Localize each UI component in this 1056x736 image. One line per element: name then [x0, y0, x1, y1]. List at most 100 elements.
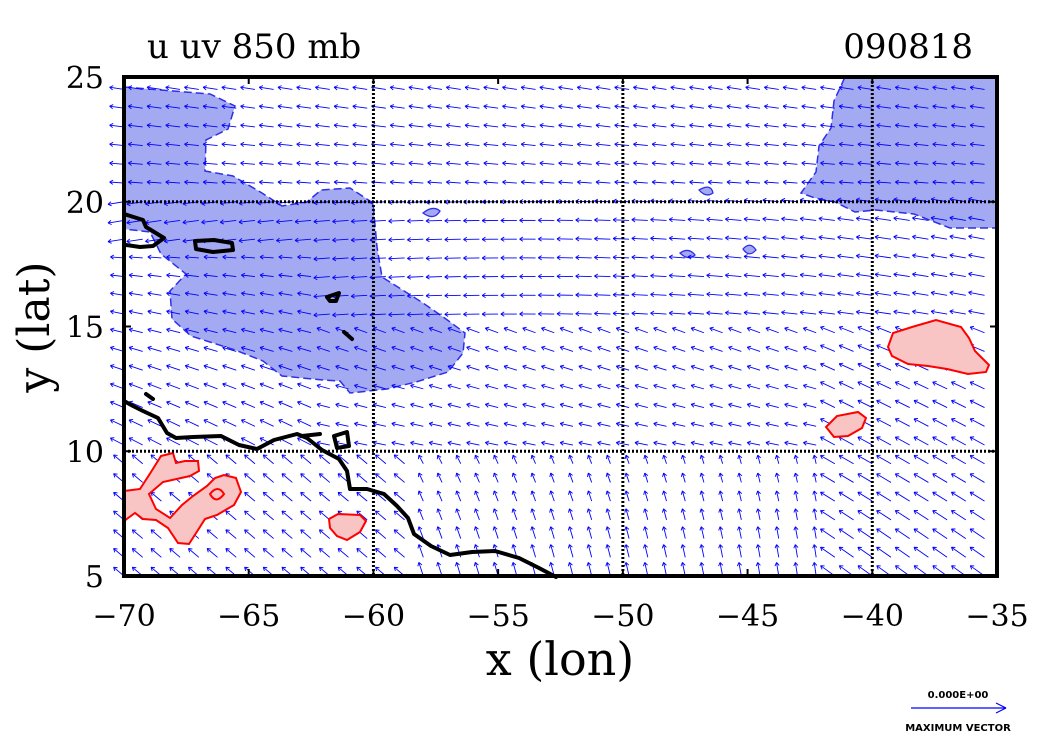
- vector-arrow-head: [680, 562, 686, 567]
- vector-arrow-head: [857, 104, 862, 110]
- vector-arrow-head: [316, 421, 321, 427]
- vector-arrow-head: [793, 562, 799, 567]
- vector-arrow-head: [718, 526, 724, 531]
- vector-arrow: [653, 403, 667, 409]
- vector-arrow: [203, 383, 218, 390]
- vector-arrow: [371, 143, 386, 147]
- vector-arrow: [354, 365, 368, 371]
- vector-arrow: [725, 312, 742, 315]
- vector-arrow-head: [241, 272, 246, 278]
- vector-arrow-head: [110, 272, 115, 278]
- vector-arrow: [203, 162, 218, 165]
- vector-arrow: [316, 365, 330, 371]
- x-tick-label: −55: [466, 599, 529, 634]
- vector-arrow-head: [147, 327, 152, 333]
- vector-arrow-head: [538, 255, 542, 261]
- vector-arrow: [296, 162, 312, 165]
- vector-arrow-head: [801, 85, 806, 91]
- vector-arrow-head: [689, 160, 694, 166]
- vector-arrow-head: [257, 219, 262, 225]
- vector-arrow: [893, 292, 910, 296]
- vector-arrow: [794, 526, 798, 539]
- vector-arrow: [319, 492, 331, 502]
- vector-arrow-head: [221, 179, 226, 185]
- vector-arrow-head: [820, 454, 825, 460]
- vector-arrow: [110, 256, 125, 259]
- vector-arrow-head: [668, 273, 673, 279]
- vector-arrow: [669, 218, 686, 221]
- vector-arrow-head: [662, 490, 667, 495]
- vector-arrow: [128, 328, 143, 334]
- vector-arrow: [794, 544, 798, 558]
- vector-arrow-head: [315, 179, 320, 185]
- vector-arrow: [203, 274, 218, 278]
- vector-arrow: [356, 492, 368, 502]
- vector-arrow: [297, 365, 312, 371]
- vector-arrow: [691, 442, 705, 446]
- vector-arrow-head: [558, 141, 563, 147]
- vector-arrow: [166, 437, 181, 446]
- vector-arrow: [259, 86, 274, 90]
- vector-arrow: [738, 508, 742, 520]
- vector-arrow: [150, 548, 162, 558]
- vector-arrow-head: [202, 141, 207, 147]
- vector-arrow-head: [876, 565, 881, 570]
- vector-arrow: [203, 124, 218, 128]
- vector-arrow-head: [541, 421, 546, 427]
- vector-arrow-head: [876, 510, 881, 515]
- vector-arrow: [820, 473, 836, 483]
- vector-arrow: [653, 422, 667, 427]
- vector-arrow-head: [949, 271, 954, 277]
- vector-arrow: [502, 124, 517, 128]
- vector-arrow-head: [549, 472, 555, 478]
- vector-arrow-head: [781, 235, 786, 241]
- vector-arrow-head: [436, 526, 442, 531]
- vector-arrow: [932, 381, 948, 390]
- vector-arrow-head: [146, 160, 151, 166]
- vector-arrow: [577, 86, 592, 90]
- vector-arrow: [837, 311, 854, 315]
- vector-arrow: [969, 491, 985, 502]
- vector-arrow: [709, 403, 723, 409]
- vector-arrow-head: [969, 160, 974, 166]
- vector-arrow: [595, 162, 611, 165]
- vector-arrow-head: [221, 123, 226, 129]
- vector-arrow: [728, 442, 742, 446]
- vector-arrow-head: [737, 490, 743, 495]
- vector-arrow-head: [932, 381, 937, 386]
- vector-arrow-head: [857, 454, 862, 460]
- vector-arrow-head: [558, 85, 563, 91]
- vector-arrow: [165, 105, 181, 109]
- vector-arrow-head: [793, 526, 799, 531]
- vector-arrow: [474, 562, 480, 577]
- vector-arrow-head: [464, 123, 469, 129]
- vector-arrow-head: [318, 566, 324, 572]
- vector-arrow: [352, 105, 368, 109]
- vector-arrow: [757, 544, 761, 558]
- vector-arrow-head: [147, 254, 152, 260]
- vector-arrow: [781, 236, 798, 240]
- vector-arrow-head: [820, 123, 825, 129]
- vector-arrow-head: [838, 381, 844, 386]
- vector-arrow-head: [969, 417, 975, 423]
- vector-arrow-head: [436, 562, 442, 567]
- vector-arrow: [244, 529, 256, 539]
- vector-arrow-head: [597, 402, 602, 408]
- vector-arrow: [569, 490, 574, 502]
- vector-arrow-head: [838, 325, 844, 331]
- vector-arrow-head: [297, 254, 302, 260]
- vector-arrow: [745, 124, 761, 128]
- vector-arrow: [335, 422, 349, 427]
- vector-arrow: [313, 257, 330, 260]
- vector-arrow: [784, 442, 798, 446]
- vector-arrow-head: [184, 418, 190, 424]
- vector-arrow-head: [969, 399, 975, 405]
- vector-arrow: [968, 291, 985, 296]
- vector-arrow-head: [408, 160, 413, 166]
- vector-arrow: [757, 508, 761, 520]
- vector-arrow-head: [202, 123, 207, 129]
- vector-arrow-head: [407, 255, 412, 261]
- vector-arrow: [644, 455, 649, 464]
- vector-arrow: [522, 403, 536, 409]
- vector-arrow: [222, 292, 237, 296]
